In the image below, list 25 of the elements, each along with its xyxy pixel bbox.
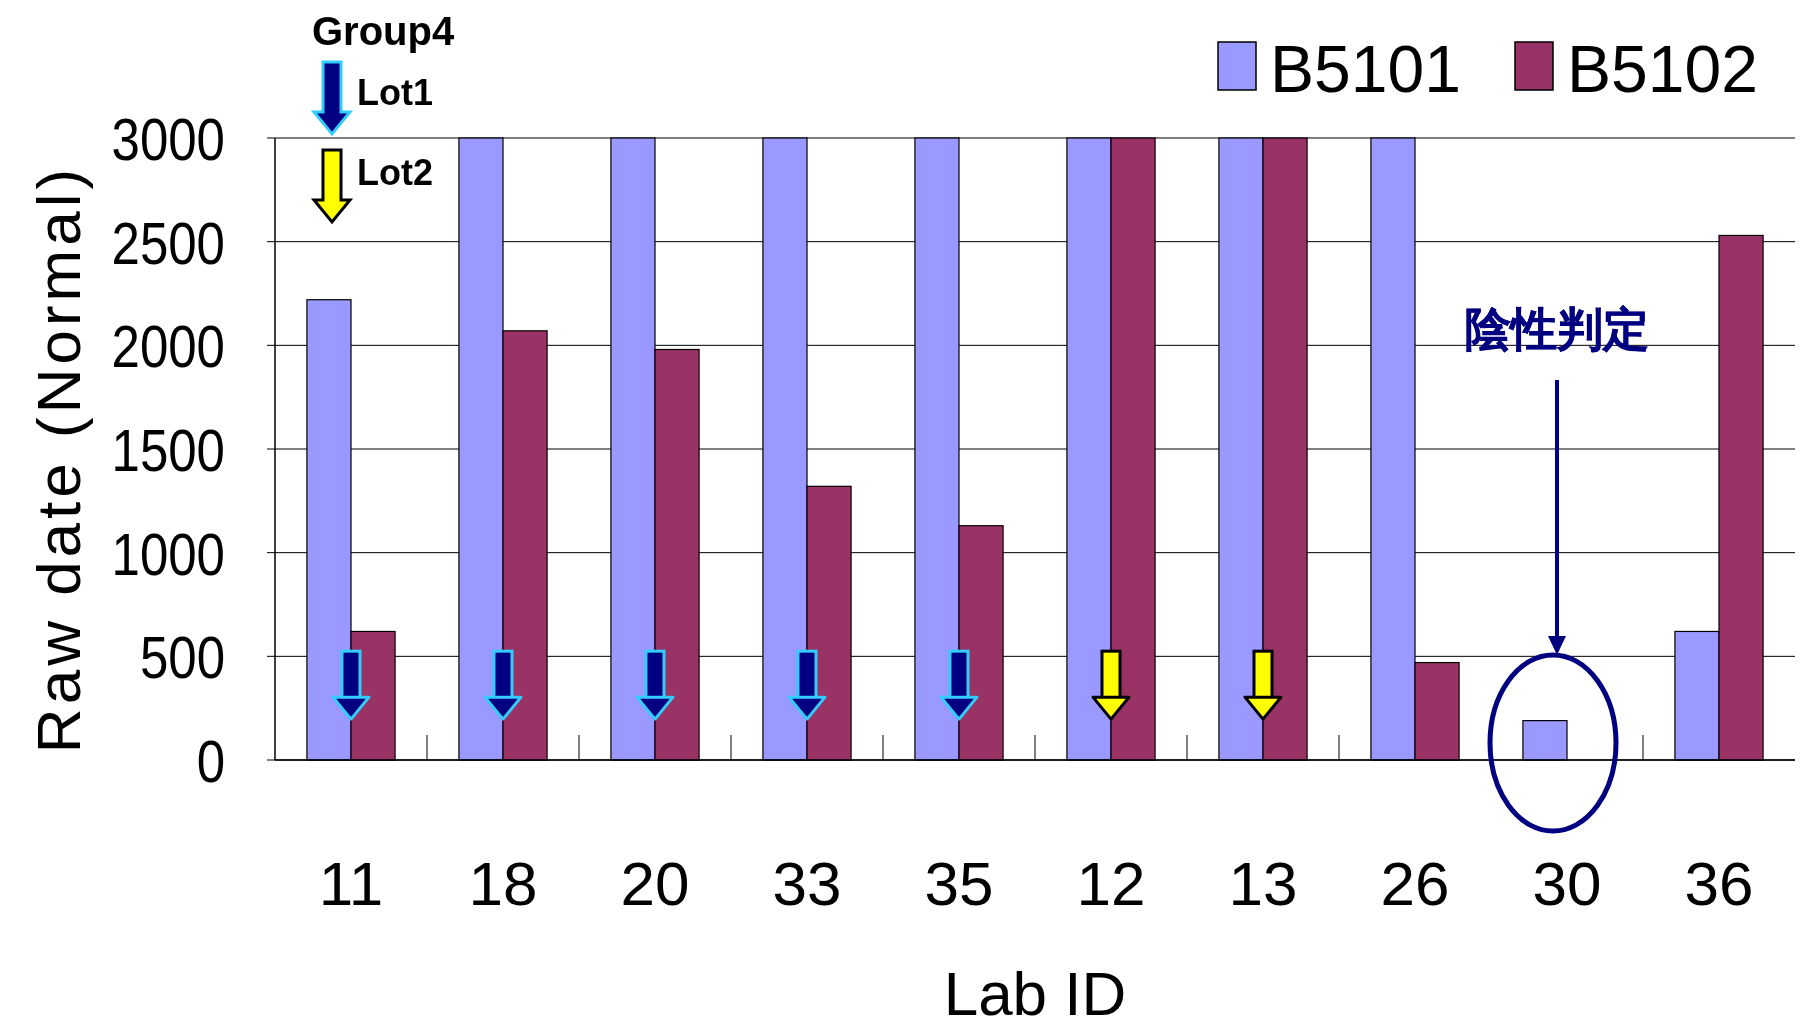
x-tick-label: 30 xyxy=(1532,849,1602,918)
x-tick-label: 11 xyxy=(318,849,384,918)
text: Group4 xyxy=(312,9,455,53)
y-tick-label: 3000 xyxy=(111,106,225,173)
x-tick-label: 13 xyxy=(1228,849,1298,918)
annotation: 陰性判定 xyxy=(1465,303,1649,355)
legend-label: B5102 xyxy=(1567,32,1758,106)
x-tick-label: 35 xyxy=(924,849,994,918)
legend-label: Lot2 xyxy=(357,152,433,193)
x-tick-label: 33 xyxy=(772,849,842,918)
legend-label: Lot1 xyxy=(357,72,433,113)
legend-label: B5101 xyxy=(1270,32,1461,106)
x-tick-label: 26 xyxy=(1380,849,1450,918)
y-tick-label: 500 xyxy=(139,624,225,692)
x-tick-label: 12 xyxy=(1076,849,1146,918)
x-axis-title: Lab ID xyxy=(943,959,1127,1028)
x-tick-label: 18 xyxy=(468,849,538,918)
y-tick-label: 2500 xyxy=(111,209,225,277)
y-tick-label: 2000 xyxy=(111,313,225,381)
x-tick-label: 36 xyxy=(1684,849,1754,918)
x-tick-label: 20 xyxy=(620,849,690,918)
y-tick-label: 1000 xyxy=(111,520,225,588)
y-axis-title: Raw date (Normal) xyxy=(24,164,93,754)
y-tick-label: 1500 xyxy=(111,417,225,484)
y-tick-label: 0 xyxy=(196,728,225,795)
